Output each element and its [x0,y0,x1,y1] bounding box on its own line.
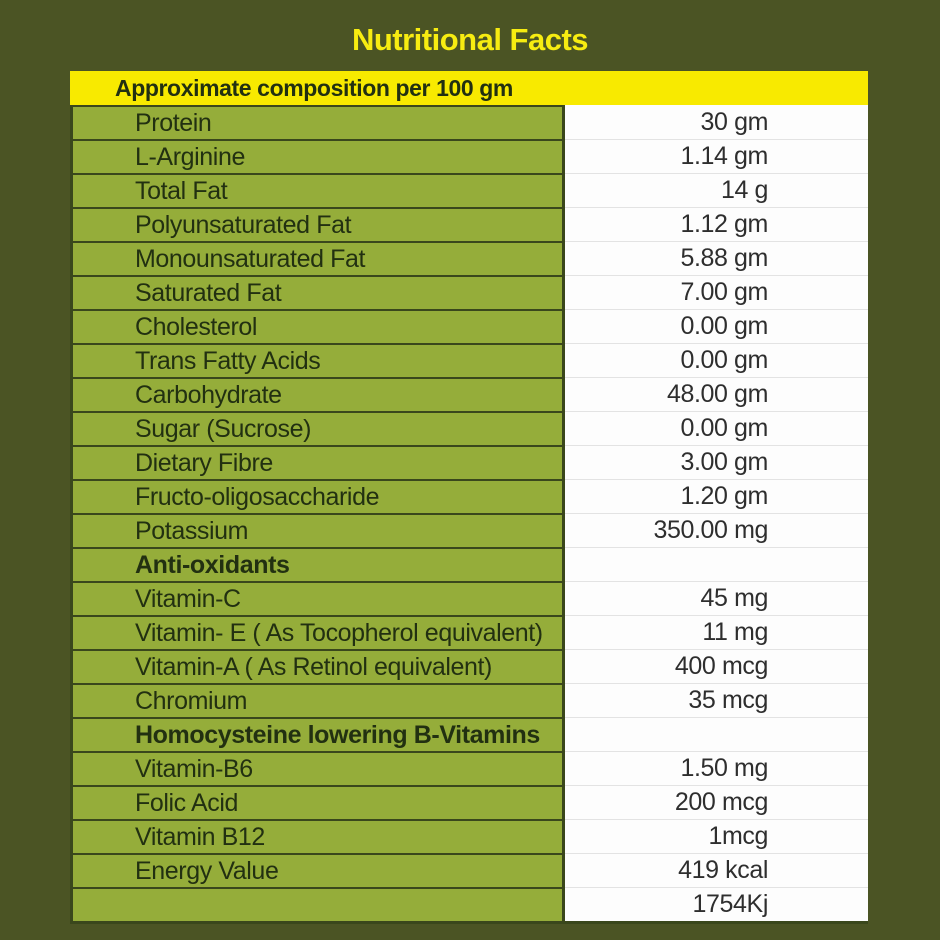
nutrient-label: Potassium [70,513,565,547]
nutrient-label: Vitamin B12 [70,819,565,853]
nutrient-label: Homocysteine lowering B-Vitamins [70,717,565,751]
table-row: 1754Kj [70,887,868,921]
nutrient-value: 1.14 gm [565,139,868,173]
table-row: Vitamin- E ( As Tocopherol equivalent) 1… [70,615,868,649]
nutrient-value: 1.12 gm [565,207,868,241]
table-row: Fructo-oligosaccharide 1.20 gm [70,479,868,513]
nutrient-label: Vitamin-A ( As Retinol equivalent) [70,649,565,683]
table-row: Vitamin B12 1mcg [70,819,868,853]
nutrient-value: 35 mcg [565,683,868,717]
table-row: Chromium 35 mcg [70,683,868,717]
nutrient-label: Polyunsaturated Fat [70,207,565,241]
table-row: Protein 30 gm [70,105,868,139]
nutrient-label [70,887,565,921]
nutrient-value: 419 kcal [565,853,868,887]
nutrient-value: 30 gm [565,105,868,139]
table-row: Vitamin-A ( As Retinol equivalent) 400 m… [70,649,868,683]
table-row: Homocysteine lowering B-Vitamins [70,717,868,751]
table-row: Polyunsaturated Fat 1.12 gm [70,207,868,241]
table-header-bar: Approximate composition per 100 gm [70,71,868,105]
nutrient-label: Vitamin-C [70,581,565,615]
nutrient-label: Vitamin- E ( As Tocopherol equivalent) [70,615,565,649]
table-row: Carbohydrate 48.00 gm [70,377,868,411]
table-row: Vitamin-C 45 mg [70,581,868,615]
nutrient-label: Vitamin-B6 [70,751,565,785]
nutrient-value: 1.50 mg [565,751,868,785]
nutrient-value: 200 mcg [565,785,868,819]
nutrient-value: 350.00 mg [565,513,868,547]
nutrient-value: 11 mg [565,615,868,649]
nutrient-label: Protein [70,105,565,139]
nutrient-label: Fructo-oligosaccharide [70,479,565,513]
table-row: Folic Acid 200 mcg [70,785,868,819]
nutrient-value: 1754Kj [565,887,868,921]
table-row: Vitamin-B6 1.50 mg [70,751,868,785]
page-title: Nutritional Facts [351,22,589,57]
nutrient-label: Dietary Fibre [70,445,565,479]
nutrient-value: 3.00 gm [565,445,868,479]
nutrient-value: 14 g [565,173,868,207]
nutrient-label: Saturated Fat [70,275,565,309]
table-row: Cholesterol 0.00 gm [70,309,868,343]
nutrient-value [565,717,868,751]
nutrient-label: Total Fat [70,173,565,207]
nutrient-value: 0.00 gm [565,309,868,343]
nutrient-label: Chromium [70,683,565,717]
table-row: Saturated Fat 7.00 gm [70,275,868,309]
table-row: L-Arginine 1.14 gm [70,139,868,173]
table-row: Energy Value 419 kcal [70,853,868,887]
nutrient-value [565,547,868,581]
nutrient-label: Monounsaturated Fat [70,241,565,275]
nutrient-value: 1.20 gm [565,479,868,513]
nutrient-value: 45 mg [565,581,868,615]
nutrient-value: 7.00 gm [565,275,868,309]
nutrient-label: Cholesterol [70,309,565,343]
nutrient-label: Folic Acid [70,785,565,819]
nutrition-table: Approximate composition per 100 gm Prote… [70,71,868,924]
nutrient-value: 0.00 gm [565,343,868,377]
table-row: Sugar (Sucrose) 0.00 gm [70,411,868,445]
table-row: Potassium 350.00 mg [70,513,868,547]
nutrient-label: Energy Value [70,853,565,887]
table-row: Dietary Fibre 3.00 gm [70,445,868,479]
table-row: Anti-oxidants [70,547,868,581]
nutrient-value: 1mcg [565,819,868,853]
table-row: Total Fat 14 g [70,173,868,207]
nutrient-value: 5.88 gm [565,241,868,275]
nutrient-value: 48.00 gm [565,377,868,411]
nutrient-label: L-Arginine [70,139,565,173]
nutrient-label: Anti-oxidants [70,547,565,581]
nutrient-value: 0.00 gm [565,411,868,445]
nutrient-label: Sugar (Sucrose) [70,411,565,445]
nutrient-label: Carbohydrate [70,377,565,411]
nutrient-value: 400 mcg [565,649,868,683]
table-row: Monounsaturated Fat 5.88 gm [70,241,868,275]
nutrient-label: Trans Fatty Acids [70,343,565,377]
table-rows: Protein 30 gm L-Arginine 1.14 gm Total F… [70,105,868,924]
table-row: Trans Fatty Acids 0.00 gm [70,343,868,377]
